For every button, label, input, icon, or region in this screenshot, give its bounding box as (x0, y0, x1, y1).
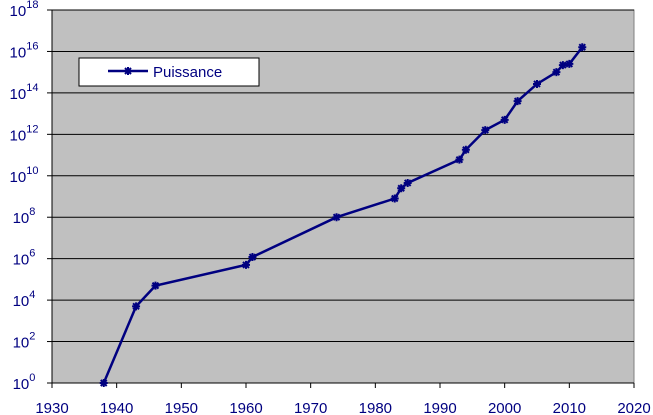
data-point (578, 43, 587, 52)
data-point (565, 59, 574, 68)
x-tick-label: 1930 (35, 400, 68, 415)
y-tick-label: 102 (13, 331, 36, 352)
data-point (332, 213, 341, 222)
y-tick-label: 104 (13, 289, 36, 310)
data-point (481, 126, 490, 135)
x-tick-label: 2000 (488, 400, 521, 415)
data-point (390, 194, 399, 203)
y-tick-base: 10 (10, 44, 27, 61)
y-tick-base: 10 (10, 127, 27, 144)
data-point (513, 97, 522, 106)
legend-label: Puissance (153, 64, 222, 81)
y-tick-label: 1014 (10, 82, 39, 103)
y-tick-base: 10 (10, 3, 27, 20)
y-tick-exponent: 6 (29, 248, 35, 260)
y-tick-exponent: 4 (29, 289, 35, 301)
data-point (242, 260, 250, 269)
y-tick-label: 100 (13, 372, 36, 393)
y-tick-label: 1016 (10, 40, 39, 61)
y-tick-base: 10 (10, 169, 27, 186)
data-point (500, 115, 509, 124)
data-point (397, 184, 406, 193)
y-tick-label: 1010 (10, 165, 39, 186)
x-tick-label: 1980 (359, 400, 392, 415)
data-point (248, 253, 257, 262)
y-tick-exponent: 14 (26, 82, 38, 94)
y-tick-base: 10 (10, 86, 27, 103)
x-tick-label: 2020 (617, 400, 650, 415)
y-tick-base: 10 (13, 210, 30, 227)
legend-marker (124, 67, 132, 75)
data-point (99, 379, 108, 387)
data-point (455, 155, 464, 164)
data-point (151, 281, 160, 290)
y-tick-exponent: 8 (29, 206, 35, 218)
y-tick-exponent: 18 (26, 0, 38, 11)
x-tick-label: 1970 (294, 400, 327, 415)
y-tick-base: 10 (13, 335, 30, 352)
x-tick-label: 1940 (100, 400, 133, 415)
x-tick-label: 2010 (553, 400, 586, 415)
x-tick-label: 1950 (165, 400, 198, 415)
y-tick-exponent: 16 (26, 40, 38, 52)
data-point (403, 178, 412, 187)
data-point (132, 302, 141, 311)
y-tick-base: 10 (13, 293, 30, 310)
y-tick-base: 10 (13, 376, 30, 393)
data-point (558, 61, 567, 70)
y-tick-exponent: 2 (29, 331, 35, 343)
x-tick-label: 1960 (229, 400, 262, 415)
y-tick-label: 1012 (10, 123, 39, 144)
y-tick-base: 10 (13, 252, 30, 269)
y-tick-exponent: 10 (26, 165, 38, 177)
y-tick-label: 108 (13, 206, 36, 227)
y-tick-exponent: 12 (26, 123, 38, 135)
y-tick-exponent: 0 (29, 372, 35, 384)
x-tick-label: 1990 (423, 400, 456, 415)
data-point (552, 68, 561, 77)
y-tick-label: 1018 (10, 0, 39, 20)
y-tick-label: 106 (13, 248, 36, 269)
data-point (461, 145, 470, 154)
data-point (533, 79, 541, 88)
